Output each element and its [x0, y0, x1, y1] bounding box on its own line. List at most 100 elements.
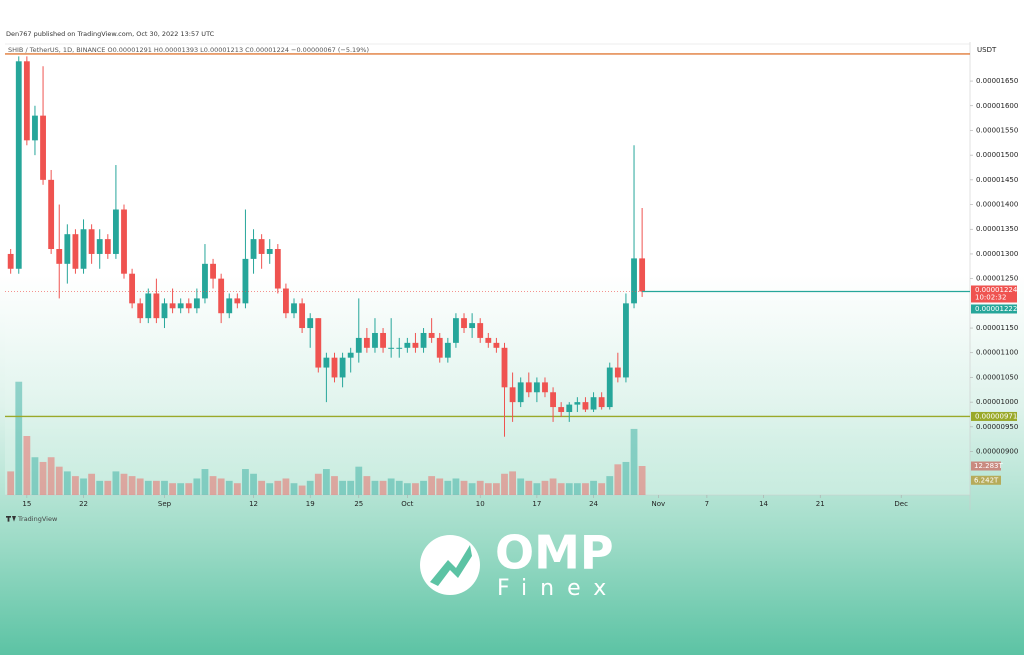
- volume-bars: [7, 381, 646, 495]
- volume-tag-label: 12.283T: [974, 462, 1003, 470]
- second-price-tag: [971, 304, 1017, 314]
- y-tick-label: 0.00001400: [976, 201, 1018, 209]
- y-tick-label: 0.00001650: [976, 77, 1018, 85]
- candle-body: [525, 382, 532, 393]
- candle-body: [323, 357, 330, 368]
- candle-body: [15, 61, 22, 269]
- candle-body: [266, 249, 273, 254]
- candle-body: [210, 263, 216, 279]
- volume-bar: [306, 480, 314, 495]
- candle-body: [145, 293, 152, 319]
- y-tick-label: 0.00001250: [976, 275, 1018, 283]
- volume-tag: [971, 461, 1001, 471]
- omp-logo: OMP Finex: [420, 526, 619, 601]
- volume-bar: [484, 483, 492, 495]
- y-tick-label: 0.00001100: [976, 349, 1018, 357]
- volume-bar: [549, 478, 557, 495]
- candle-body: [388, 347, 395, 349]
- candle-body: [48, 179, 55, 250]
- y-tick-label: 0.00001600: [976, 102, 1018, 110]
- candle-body: [40, 115, 46, 180]
- candle-body: [169, 303, 176, 309]
- volume-bar: [582, 483, 589, 495]
- y-tick-label: 0.00001550: [976, 126, 1018, 134]
- volume-bar: [169, 483, 176, 495]
- y-tick-label: 0.00000950: [976, 423, 1018, 431]
- volume-bar: [242, 469, 249, 495]
- candle-body: [412, 342, 419, 348]
- volume-bar: [630, 428, 638, 495]
- candle-body: [250, 239, 257, 259]
- volume-bar: [161, 480, 168, 495]
- candles: [7, 56, 646, 437]
- candle-body: [80, 229, 87, 269]
- x-tick-label: Sep: [158, 500, 172, 508]
- x-tick-label: Oct: [401, 500, 413, 508]
- volume-bar: [290, 483, 298, 495]
- volume-bar: [493, 483, 500, 495]
- candle-body: [112, 209, 119, 254]
- x-tick-label: 21: [816, 500, 825, 508]
- candle-body: [299, 303, 306, 329]
- y-tick-label: 0.00001300: [976, 250, 1018, 258]
- volume-bar: [136, 478, 144, 495]
- volume-bar: [525, 480, 533, 495]
- volume-bar: [314, 473, 322, 495]
- candle-body: [606, 367, 613, 408]
- candle-body: [234, 298, 241, 304]
- volume-bar: [177, 483, 185, 495]
- price-tag: [971, 285, 1017, 303]
- candle-body: [485, 337, 492, 343]
- y-tick-label: 0.00001350: [976, 225, 1018, 233]
- candle-body: [420, 332, 427, 348]
- volume-bar: [152, 480, 160, 495]
- candle-body: [307, 318, 314, 329]
- plot-background: [5, 45, 970, 495]
- candle-body: [137, 303, 144, 319]
- volume-bar: [533, 483, 541, 495]
- volume-bar: [468, 483, 476, 495]
- volume-bar: [31, 457, 39, 495]
- candle-body: [258, 239, 265, 254]
- volume-bar: [501, 473, 508, 495]
- volume-tag: [971, 475, 1001, 485]
- second-price-label: 0.00001222: [975, 305, 1017, 313]
- candle-body: [623, 303, 629, 378]
- volume-bar: [193, 478, 201, 495]
- logo-name: OMP: [495, 526, 614, 580]
- candle-body: [631, 258, 637, 304]
- volume-bar: [96, 480, 104, 495]
- y-tick-label: 0.00001150: [976, 324, 1018, 332]
- candle-body: [7, 253, 14, 269]
- volume-bar: [23, 436, 31, 495]
- volume-bar: [412, 483, 419, 495]
- volume-bar: [355, 466, 363, 495]
- candle-body: [542, 382, 548, 393]
- volume-bar: [201, 469, 209, 495]
- volume-bar: [638, 466, 646, 495]
- symbol-legend: SHIB / TetherUS, 1D, BINANCE O0.00001291…: [8, 46, 369, 54]
- countdown-label: 10:02:32: [975, 293, 1006, 301]
- candle-body: [444, 342, 451, 358]
- volume-bar: [112, 471, 120, 495]
- logo-mark: [430, 545, 472, 586]
- candle-body: [339, 357, 346, 378]
- candle-body: [104, 239, 111, 254]
- candle-body: [517, 382, 524, 403]
- volume-bar: [274, 480, 282, 495]
- volume-bar: [403, 483, 411, 495]
- volume-bar: [104, 480, 112, 495]
- candle-body: [509, 387, 516, 403]
- candle-body: [396, 347, 403, 349]
- candle-body: [56, 249, 63, 264]
- candle-body: [461, 318, 467, 329]
- volume-bar: [606, 476, 614, 495]
- volume-bar: [15, 381, 23, 495]
- logo-sub: Finex: [497, 576, 619, 601]
- volume-bar: [225, 480, 233, 495]
- candle-body: [32, 115, 38, 141]
- y-tick-label: 0.00001000: [976, 398, 1018, 406]
- candle-body: [177, 303, 184, 309]
- candle-body: [533, 382, 540, 393]
- volume-bar: [144, 480, 152, 495]
